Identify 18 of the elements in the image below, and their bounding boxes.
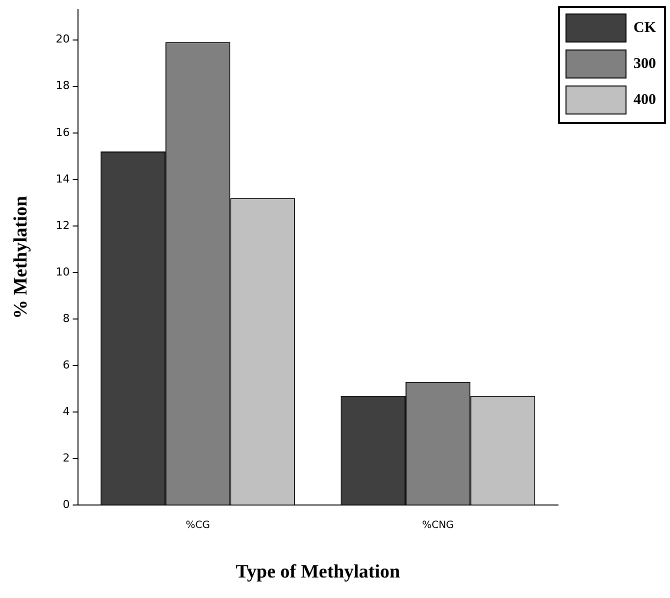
y-tick-label: 4 — [62, 404, 70, 418]
y-tick-label: 16 — [56, 126, 70, 139]
x-tick-label: %CG — [186, 520, 210, 531]
y-tick-label: 12 — [56, 218, 70, 232]
y-tick-label: 0 — [62, 498, 70, 512]
y-tick-label: 20 — [56, 32, 70, 46]
y-tick-label: 8 — [62, 312, 70, 325]
legend-label: 300 — [634, 56, 656, 72]
x-axis-title: Type of Methylation — [236, 562, 400, 583]
legend-label: CK — [634, 20, 656, 36]
y-tick-label: 10 — [56, 265, 70, 278]
x-tick-label: %CNG — [422, 520, 454, 531]
y-tick-label: 14 — [56, 172, 70, 186]
y-axis-title: % Methylation — [10, 195, 32, 319]
y-tick-label: 2 — [62, 452, 70, 465]
legend-label: 400 — [634, 92, 656, 108]
y-tick-label: 18 — [56, 79, 70, 92]
y-tick-label: 6 — [62, 358, 70, 372]
